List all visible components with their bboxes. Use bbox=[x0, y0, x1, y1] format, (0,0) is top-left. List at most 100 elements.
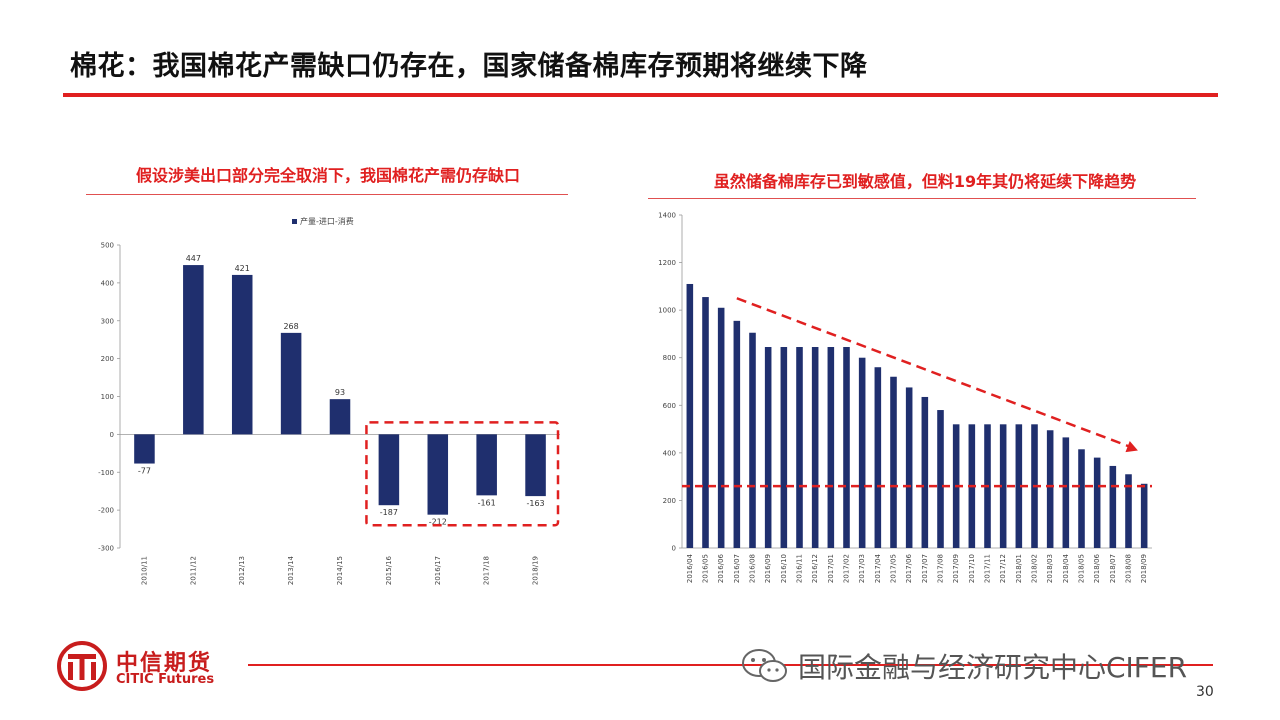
left-bar bbox=[329, 399, 351, 435]
right-x-tick-label: 2016/04 bbox=[686, 553, 694, 583]
right-x-tick-label: 2017/07 bbox=[921, 554, 929, 583]
right-bar bbox=[843, 347, 850, 548]
left-chart-title-rule bbox=[86, 194, 568, 195]
right-x-tick-label: 2018/04 bbox=[1062, 553, 1070, 583]
left-bar bbox=[183, 265, 204, 435]
right-chart: 1400 1200 1000 800 600 400 200 0 2016/04 2016/05 2… bbox=[658, 212, 1152, 583]
left-y-tick-label: 500 bbox=[101, 242, 114, 250]
left-y-tick-label: 300 bbox=[101, 317, 114, 325]
right-x-tick-label: 2017/03 bbox=[858, 554, 866, 583]
right-bar bbox=[780, 347, 788, 548]
right-bar bbox=[702, 297, 709, 548]
right-y-tick-label: 600 bbox=[663, 402, 676, 410]
right-y-tick-label: 0 bbox=[672, 545, 676, 553]
right-x-tick-label: 2016/06 bbox=[717, 553, 725, 583]
left-data-label: -161 bbox=[478, 498, 496, 507]
right-bar bbox=[1062, 437, 1070, 548]
left-x-tick-label: 2017/18 bbox=[483, 556, 491, 585]
right-x-tick-label: 2018/03 bbox=[1046, 554, 1054, 583]
left-y-tick-label: 200 bbox=[101, 355, 114, 363]
right-bar bbox=[764, 347, 772, 548]
right-x-tick-label: 2016/09 bbox=[764, 554, 772, 583]
left-bar bbox=[134, 434, 155, 464]
right-x-tick-label: 2017/08 bbox=[937, 554, 945, 583]
right-x-tick-label: 2017/12 bbox=[999, 554, 1007, 583]
left-x-tick-label: 2013/14 bbox=[287, 555, 295, 585]
right-x-tick-label: 2016/08 bbox=[749, 554, 757, 583]
logo-chinese-name: 中信期货 bbox=[116, 651, 213, 676]
right-trend-arrow-line bbox=[736, 297, 1133, 449]
right-chart-title-rule bbox=[648, 198, 1196, 199]
left-bar bbox=[476, 434, 497, 496]
right-x-tick-label: 2018/02 bbox=[1031, 554, 1039, 583]
left-x-tick-label: 2010/11 bbox=[140, 556, 148, 585]
right-bar bbox=[827, 347, 835, 548]
right-x-tick-label: 2018/08 bbox=[1125, 554, 1133, 583]
right-bar bbox=[686, 283, 694, 548]
left-bar bbox=[378, 434, 400, 506]
right-bar bbox=[905, 387, 913, 548]
right-bar bbox=[1109, 465, 1117, 548]
right-x-tick-label: 2018/05 bbox=[1078, 554, 1086, 583]
right-y-tick-label: 400 bbox=[663, 449, 676, 457]
left-y-tick-label: -300 bbox=[98, 545, 114, 553]
right-y-tick-label: 200 bbox=[663, 497, 676, 505]
left-x-tick-label: 2018/19 bbox=[532, 556, 540, 585]
right-x-tick-label: 2016/05 bbox=[702, 554, 710, 583]
right-bar bbox=[796, 347, 803, 548]
left-y-tick-label: 400 bbox=[101, 279, 114, 287]
right-x-tick-label: 2018/01 bbox=[1015, 554, 1023, 583]
left-y-tick-label: -200 bbox=[98, 507, 114, 515]
left-y-tick-label: 100 bbox=[101, 393, 114, 401]
right-bar bbox=[1125, 474, 1132, 548]
logo-english-name: CITIC Futures bbox=[116, 672, 215, 687]
left-x-tick-label: 2011/12 bbox=[189, 556, 197, 585]
left-chart-title: 假设涉美出口部分完全取消下，我国棉花产需仍存缺口 bbox=[135, 166, 520, 185]
right-bar bbox=[921, 396, 929, 548]
right-bar bbox=[890, 376, 897, 548]
right-y-tick-label: 1200 bbox=[658, 259, 676, 267]
right-x-tick-label: 2017/11 bbox=[984, 554, 992, 583]
right-x-tick-label: 2016/07 bbox=[733, 554, 741, 583]
left-x-tick-label: 2012/13 bbox=[238, 556, 246, 585]
left-bar bbox=[231, 274, 253, 435]
left-data-label: -212 bbox=[429, 518, 447, 527]
left-data-label: -163 bbox=[526, 499, 544, 508]
right-bar bbox=[1015, 424, 1023, 548]
left-bar bbox=[280, 332, 302, 435]
slide-title: 棉花：我国棉花产需缺口仍存在，国家储备棉库存预期将继续下降 bbox=[70, 51, 868, 82]
left-legend-label: 产量-进口-消费 bbox=[300, 216, 354, 226]
right-x-tick-label: 2016/11 bbox=[796, 554, 804, 583]
right-y-tick-label: 1400 bbox=[658, 212, 676, 220]
right-chart-title: 虽然储备棉库存已到敏感值，但料19年其仍将延续下降趋势 bbox=[713, 172, 1137, 191]
right-bar bbox=[717, 307, 725, 548]
left-y-tick-label: 0 bbox=[110, 431, 114, 439]
right-bar bbox=[733, 320, 741, 548]
right-bar bbox=[999, 424, 1007, 548]
right-x-tick-label: 2017/09 bbox=[952, 554, 960, 583]
left-data-label: 447 bbox=[186, 254, 201, 263]
right-x-tick-label: 2017/01 bbox=[827, 554, 835, 583]
right-bar bbox=[749, 332, 756, 548]
right-trend-arrow-head bbox=[1125, 440, 1138, 453]
right-x-tick-label: 2016/10 bbox=[780, 554, 788, 583]
watermark: 国际金融与经济研究中心CIFER bbox=[740, 646, 1187, 686]
page-number: 30 bbox=[1196, 684, 1214, 700]
citic-logo: 中信期货 CITIC Futures bbox=[56, 640, 246, 692]
right-x-tick-label: 2017/04 bbox=[874, 553, 882, 583]
left-x-tick-label: 2014/15 bbox=[336, 556, 344, 585]
left-x-tick-label: 2015/16 bbox=[385, 555, 393, 585]
right-x-tick-label: 2017/05 bbox=[890, 554, 898, 583]
right-bar bbox=[811, 347, 819, 548]
right-x-tick-label: 2016/12 bbox=[811, 554, 819, 583]
watermark-text: 国际金融与经济研究中心CIFER bbox=[798, 651, 1188, 684]
right-x-tick-label: 2017/06 bbox=[905, 553, 913, 583]
right-y-tick-label: 800 bbox=[663, 354, 676, 362]
right-bar bbox=[937, 410, 944, 548]
left-bar bbox=[427, 434, 449, 515]
left-legend-swatch bbox=[292, 219, 297, 224]
right-bar bbox=[1046, 430, 1054, 548]
citic-logo-icon bbox=[57, 641, 107, 691]
wechat-icon bbox=[742, 649, 787, 682]
right-bar bbox=[858, 357, 866, 548]
